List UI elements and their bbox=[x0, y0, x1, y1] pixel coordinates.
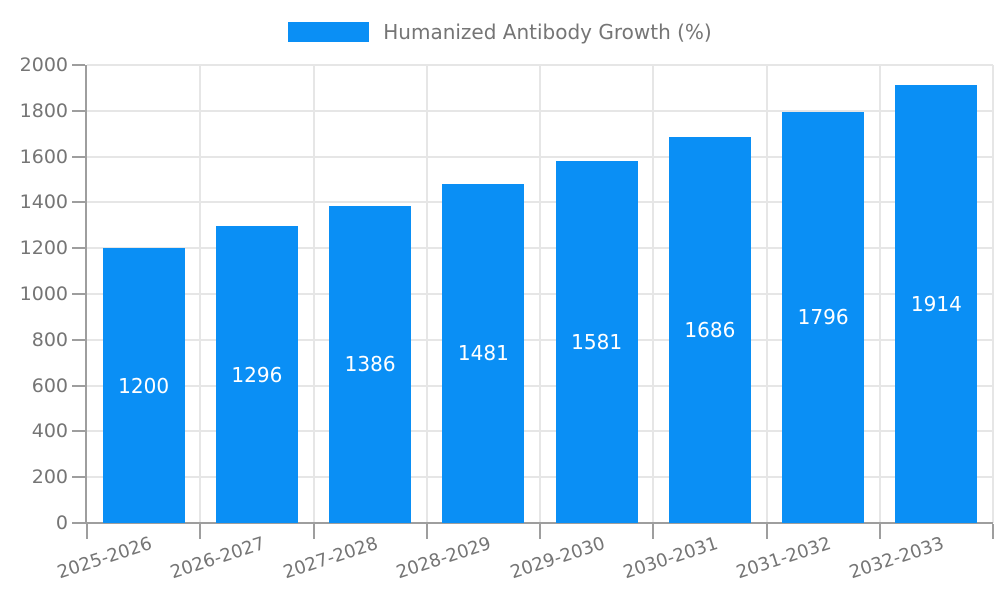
gridline-vertical bbox=[992, 65, 994, 523]
y-axis-tick-label: 1200 bbox=[19, 237, 68, 260]
y-axis-tick bbox=[72, 247, 85, 250]
y-axis-tick bbox=[72, 155, 85, 158]
gridline-vertical bbox=[878, 65, 881, 523]
bar-value-label: 1581 bbox=[571, 329, 623, 354]
bar-value-label: 1481 bbox=[457, 341, 509, 366]
bar-2026-2027[interactable]: 1296 bbox=[215, 226, 298, 523]
y-axis-tick-label: 600 bbox=[31, 374, 68, 397]
y-axis-tick-label: 200 bbox=[31, 466, 68, 489]
y-axis-tick bbox=[72, 64, 85, 66]
y-axis-line bbox=[85, 65, 87, 523]
gridline-vertical bbox=[425, 65, 428, 523]
y-axis-tick bbox=[72, 109, 85, 112]
y-axis-tick-label: 800 bbox=[31, 328, 68, 351]
bar-2032-2033[interactable]: 1914 bbox=[895, 84, 978, 523]
bar-value-label: 1200 bbox=[118, 373, 170, 398]
bar-2029-2030[interactable]: 1581 bbox=[555, 160, 638, 523]
x-axis-tick bbox=[652, 524, 655, 539]
legend-label: Humanized Antibody Growth (%) bbox=[383, 20, 712, 44]
legend-swatch-icon[interactable] bbox=[288, 22, 370, 42]
bar-2028-2029[interactable]: 1481 bbox=[442, 183, 525, 523]
bar-value-label: 1914 bbox=[910, 291, 962, 316]
y-axis-tick-label: 1400 bbox=[19, 191, 68, 214]
x-axis-tick bbox=[86, 524, 88, 539]
x-axis-tick bbox=[539, 524, 541, 539]
bar-2025-2026[interactable]: 1200 bbox=[102, 248, 185, 523]
x-axis-tick bbox=[765, 524, 768, 539]
gridline-vertical bbox=[765, 65, 768, 523]
bar-value-label: 1796 bbox=[797, 305, 849, 330]
y-axis-tick bbox=[72, 201, 85, 204]
gridline-vertical bbox=[312, 65, 315, 523]
x-axis-label: 2030-2031 bbox=[620, 533, 721, 584]
x-axis-label: 2032-2033 bbox=[847, 533, 947, 584]
y-axis-tick-label: 1000 bbox=[19, 283, 68, 305]
x-axis-tick bbox=[312, 524, 315, 539]
x-axis-label: 2028-2029 bbox=[394, 533, 494, 584]
y-axis-tick-label: 1800 bbox=[19, 99, 68, 122]
bar-value-label: 1386 bbox=[344, 352, 396, 377]
bar-value-label: 1686 bbox=[684, 317, 736, 342]
x-axis-label: 2029-2030 bbox=[507, 533, 608, 584]
y-axis-tick-label: 0 bbox=[55, 512, 68, 534]
x-axis-label: 2026-2027 bbox=[167, 533, 268, 584]
bar-value-label: 1296 bbox=[231, 362, 283, 387]
y-axis-tick bbox=[72, 384, 85, 387]
y-axis-tick bbox=[72, 338, 85, 341]
bar-2030-2031[interactable]: 1686 bbox=[668, 136, 751, 523]
gridline-vertical bbox=[652, 65, 655, 523]
y-axis-tick bbox=[72, 522, 85, 524]
gridline-vertical bbox=[199, 65, 202, 523]
x-axis-tick bbox=[199, 524, 202, 539]
x-axis-tick bbox=[425, 524, 428, 539]
bar-2031-2032[interactable]: 1796 bbox=[782, 111, 865, 523]
x-axis-tick bbox=[878, 524, 881, 539]
y-axis-tick bbox=[72, 293, 85, 295]
y-axis-tick-label: 1600 bbox=[19, 145, 68, 168]
bar-2027-2028[interactable]: 1386 bbox=[329, 205, 412, 523]
x-axis-label: 2031-2032 bbox=[733, 533, 834, 584]
legend[interactable]: Humanized Antibody Growth (%) bbox=[0, 21, 1000, 43]
y-axis-tick-label: 2000 bbox=[19, 54, 68, 76]
x-axis-label: 2025-2026 bbox=[54, 533, 155, 584]
x-axis-line bbox=[85, 522, 993, 524]
x-axis-tick bbox=[992, 524, 994, 539]
y-axis-tick-label: 400 bbox=[31, 420, 68, 443]
x-axis-label: 2027-2028 bbox=[280, 533, 381, 584]
y-axis-tick bbox=[72, 430, 85, 433]
y-axis-tick bbox=[72, 476, 85, 479]
gridline-vertical bbox=[539, 65, 541, 523]
